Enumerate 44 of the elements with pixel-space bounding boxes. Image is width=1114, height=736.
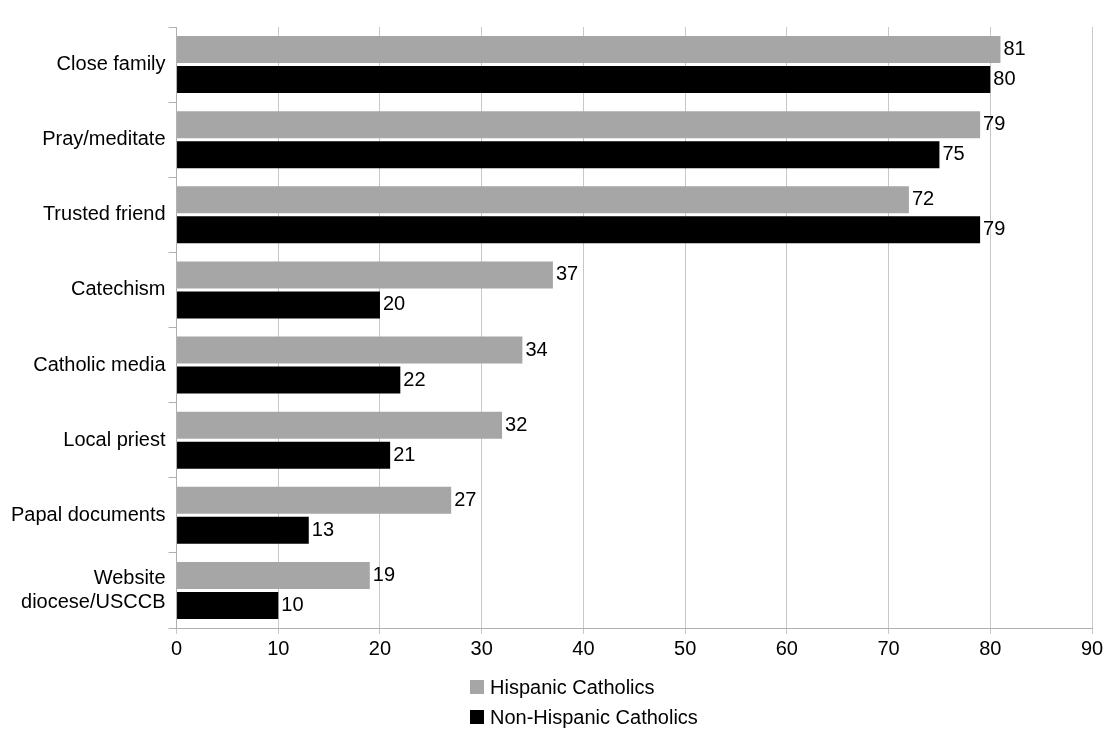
bar <box>177 66 991 94</box>
data-label: 37 <box>555 262 579 285</box>
x-tick-label: 0 <box>170 636 183 659</box>
data-label: 21 <box>393 442 416 465</box>
data-label: 79 <box>983 112 1006 135</box>
data-label: 13 <box>311 517 335 540</box>
y-tick-label: Pray/meditate <box>42 127 166 150</box>
x-tick-label: 70 <box>877 636 900 659</box>
data-label: 20 <box>382 292 406 315</box>
data-label: 10 <box>281 592 304 615</box>
bar <box>177 516 309 544</box>
y-tick-label: Local priest <box>63 427 166 450</box>
y-tick-label: Trusted friend <box>42 202 166 225</box>
x-tick-label: 10 <box>267 636 290 659</box>
x-tick-label: 40 <box>572 636 595 659</box>
data-label: 79 <box>983 217 1006 240</box>
data-label: 32 <box>505 412 528 435</box>
x-tick-label: 90 <box>1080 636 1104 659</box>
data-label: 81 <box>1003 37 1026 60</box>
y-tick-label: Papal documents <box>10 502 166 525</box>
data-label: 75 <box>942 142 965 165</box>
y-tick-label: Close family <box>56 52 166 75</box>
data-label: 72 <box>911 187 935 210</box>
y-tick-label: Catholic media <box>33 352 167 375</box>
x-tick-label: 50 <box>674 636 697 659</box>
x-tick-label: 80 <box>979 636 1002 659</box>
data-label: 34 <box>525 337 548 360</box>
data-label: 80 <box>993 67 1016 90</box>
data-label: 27 <box>454 487 477 510</box>
legend-label: Hispanic Catholics <box>490 675 655 699</box>
data-label: 19 <box>372 562 396 585</box>
bar <box>177 291 380 319</box>
bar <box>177 591 279 619</box>
bar <box>177 366 401 394</box>
x-tick-label: 20 <box>368 636 392 659</box>
y-tick-label: Website diocese/USCCB <box>21 565 166 612</box>
data-label: 22 <box>403 367 426 390</box>
bar <box>177 216 981 244</box>
x-tick-label: 60 <box>775 636 798 659</box>
bar <box>177 141 940 169</box>
y-tick-label: Catechism <box>71 277 166 300</box>
legend-label: Non-Hispanic Catholics <box>490 705 698 729</box>
x-tick-label: 30 <box>470 636 493 659</box>
bar <box>177 441 391 469</box>
